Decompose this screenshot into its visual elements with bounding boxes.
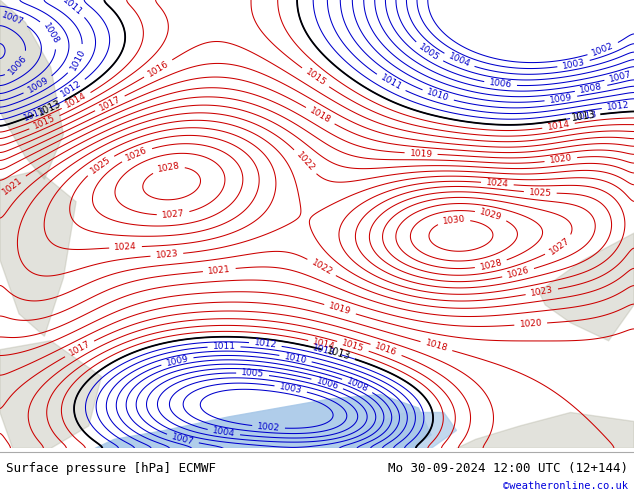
Text: 1008: 1008 [345,376,370,394]
Text: 1026: 1026 [506,266,531,280]
Text: 1002: 1002 [257,422,280,433]
Text: 1012: 1012 [254,339,277,350]
Text: 1027: 1027 [162,209,185,220]
Text: 1007: 1007 [608,69,633,84]
Text: 1028: 1028 [479,258,503,271]
Text: 1006: 1006 [7,53,29,77]
Text: ©weatheronline.co.uk: ©weatheronline.co.uk [503,481,628,490]
Text: 1016: 1016 [146,59,171,78]
Text: 1028: 1028 [157,161,181,174]
Text: 1013: 1013 [571,110,596,123]
Text: 1018: 1018 [308,106,332,125]
Text: 1025: 1025 [529,188,552,197]
Text: 1018: 1018 [424,339,449,354]
Text: 1015: 1015 [32,114,57,131]
Text: 1014: 1014 [547,120,571,132]
Text: 1013: 1013 [574,110,598,122]
Text: Surface pressure [hPa] ECMWF: Surface pressure [hPa] ECMWF [6,462,216,475]
Text: 1007: 1007 [1,10,25,27]
Text: 1006: 1006 [489,78,512,90]
Text: 1015: 1015 [304,67,327,88]
Text: 1013: 1013 [325,346,352,362]
Polygon shape [95,394,431,448]
Polygon shape [0,171,76,336]
Text: 1002: 1002 [591,41,616,58]
Text: 1006: 1006 [315,376,340,391]
Text: 1023: 1023 [155,249,179,260]
Text: 1029: 1029 [479,207,503,222]
Text: 1013: 1013 [37,98,63,118]
Text: 1010: 1010 [283,352,307,365]
Text: 1014: 1014 [312,337,337,351]
Polygon shape [349,413,456,448]
Text: 1004: 1004 [212,426,236,439]
Text: 1008: 1008 [42,22,61,46]
Text: 1022: 1022 [309,258,333,277]
Text: 1008: 1008 [579,82,603,95]
Text: 1030: 1030 [442,215,466,226]
Text: 1024: 1024 [114,242,137,252]
Text: 1019: 1019 [410,148,433,159]
Text: 1009: 1009 [165,354,190,368]
Text: 1003: 1003 [278,382,303,395]
Text: 1026: 1026 [124,146,149,163]
Text: 1011: 1011 [60,0,84,18]
Text: 1005: 1005 [241,368,264,379]
Text: 1007: 1007 [171,432,195,446]
Text: 1017: 1017 [98,94,122,113]
Text: 1016: 1016 [374,342,398,358]
Text: 1021: 1021 [1,175,25,196]
Text: 1013: 1013 [22,106,47,123]
Text: 1020: 1020 [549,154,573,166]
Text: 1005: 1005 [417,42,441,63]
Text: 1004: 1004 [447,52,472,70]
Text: 1019: 1019 [328,301,353,317]
Text: 1009: 1009 [549,93,573,105]
Polygon shape [0,0,63,179]
Text: 1009: 1009 [26,75,50,95]
Text: 1020: 1020 [519,319,543,329]
Text: 1022: 1022 [294,150,316,173]
Text: 1027: 1027 [547,236,571,256]
Text: 1012: 1012 [606,101,630,112]
Polygon shape [456,413,634,448]
Text: 1015: 1015 [340,339,365,354]
Text: 1014: 1014 [64,91,89,110]
Text: 1017: 1017 [67,339,92,358]
Text: 1021: 1021 [207,265,231,275]
Text: 1012: 1012 [60,79,84,99]
Text: 1024: 1024 [486,178,509,189]
Text: 1011: 1011 [378,74,403,93]
Polygon shape [539,233,634,341]
Text: 1023: 1023 [530,286,554,298]
Text: 1011: 1011 [212,342,236,351]
Text: Mo 30-09-2024 12:00 UTC (12+144): Mo 30-09-2024 12:00 UTC (12+144) [387,462,628,475]
Polygon shape [0,341,101,448]
Text: 1025: 1025 [89,155,112,175]
Text: 1010: 1010 [425,88,450,103]
Text: 1013: 1013 [312,343,337,357]
Text: 1010: 1010 [68,48,87,72]
Text: 1003: 1003 [562,57,586,71]
